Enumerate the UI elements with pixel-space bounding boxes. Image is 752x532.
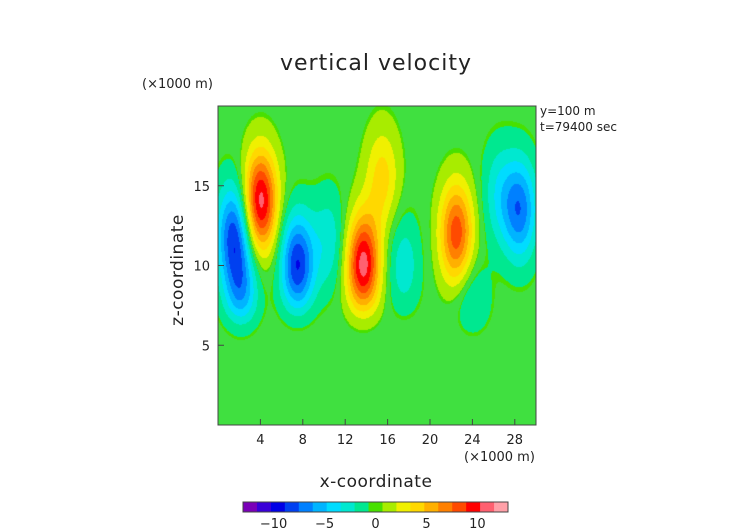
x-tick-label: 4 (256, 433, 264, 448)
colorbar-tick-label: −10 (260, 517, 287, 532)
colorbar-swatch (270, 502, 286, 512)
y-axis-label: z-coordinate (168, 214, 188, 326)
info-time: t=79400 sec (540, 120, 617, 134)
colorbar-tick-label: 10 (469, 517, 486, 532)
colorbar-swatch (298, 502, 314, 512)
x-tick-label: 24 (464, 433, 481, 448)
colorbar-frame (242, 501, 509, 513)
colorbar-swatch (452, 502, 467, 512)
colorbar-swatch (368, 502, 383, 512)
colorbar-swatch (354, 502, 370, 512)
colorbar (242, 501, 509, 513)
colorbar-tick-label: 5 (422, 517, 430, 532)
colorbar-swatch (396, 502, 411, 512)
colorbar-swatch (312, 502, 328, 512)
x-axis-label: x-coordinate (320, 472, 433, 492)
y-tick-label: 5 (202, 339, 210, 354)
colorbar-swatch (243, 502, 258, 512)
colorbar-swatch (284, 502, 300, 512)
colorbar-swatch (480, 502, 495, 512)
x-axis-ticks: 4 8 12 16 20 24 28 (256, 419, 523, 448)
x-tick-label: 20 (422, 433, 439, 448)
x-tick-label: 8 (299, 433, 307, 448)
chart-title: vertical velocity (280, 51, 472, 76)
x-tick-label: 28 (507, 433, 524, 448)
colorbar-swatch (410, 502, 425, 512)
colorbar-ticks: −10 −5 0 5 10 (260, 517, 486, 532)
colorbar-swatch (438, 502, 453, 512)
x-tick-label: 12 (337, 433, 354, 448)
heatmap-field (218, 106, 536, 425)
colorbar-tick-label: 0 (371, 517, 379, 532)
colorbar-tick-label: −5 (315, 517, 334, 532)
colorbar-swatch (326, 502, 342, 512)
colorbar-swatch (340, 502, 356, 512)
y-tick-label: 10 (193, 260, 210, 275)
colorbar-swatch (382, 502, 397, 512)
info-y-position: y=100 m (540, 104, 596, 118)
x-unit-label: (×1000 m) (464, 450, 535, 465)
y-unit-label: (×1000 m) (142, 77, 213, 92)
colorbar-swatch (466, 502, 481, 512)
colorbar-swatch (494, 502, 509, 512)
colorbar-swatch (424, 502, 439, 512)
colorbar-swatch (256, 502, 272, 512)
y-axis-ticks: 5 10 15 (193, 180, 224, 354)
x-tick-label: 16 (379, 433, 396, 448)
y-tick-label: 15 (193, 180, 210, 195)
